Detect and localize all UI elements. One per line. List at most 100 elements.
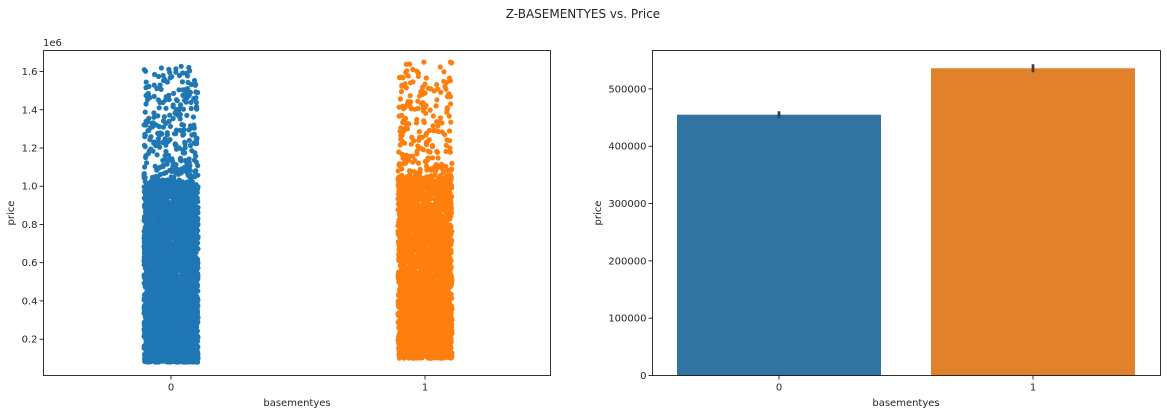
strip-point [188, 81, 194, 88]
strip-point [171, 295, 177, 302]
strip-point [180, 252, 186, 258]
strip-point [155, 277, 161, 283]
strip-point [182, 344, 188, 350]
strip-point [188, 105, 194, 112]
strip-point [159, 198, 166, 204]
strip-point [188, 99, 194, 105]
strip-points [141, 59, 455, 365]
strip-point [145, 283, 151, 289]
strip-point [180, 232, 186, 238]
strip-point [184, 304, 190, 310]
strip-point [180, 354, 186, 360]
strip-point [161, 170, 167, 176]
strip-point [193, 321, 199, 327]
strip-point [175, 351, 181, 357]
strip-point [185, 220, 191, 226]
strip-point [163, 148, 169, 155]
strip-point [405, 99, 411, 105]
strip-point [176, 237, 182, 243]
strip-point [162, 339, 168, 345]
strip-point [150, 148, 156, 154]
strip-point [172, 188, 178, 194]
strip-point [174, 98, 180, 104]
strip-point [155, 139, 161, 145]
strip-point [156, 302, 162, 308]
strip-point [168, 235, 174, 242]
strip-point [175, 229, 181, 235]
strip-point [143, 200, 149, 206]
strip-point [180, 147, 186, 153]
strip-point [169, 280, 175, 286]
strip-point [173, 106, 179, 113]
strip-point [171, 348, 178, 354]
strip-point [154, 259, 160, 265]
strip-point [175, 208, 181, 214]
strip-point [165, 180, 171, 186]
strip-point [170, 358, 176, 364]
strip-point [173, 66, 179, 72]
strip-point [186, 159, 192, 166]
strip-point [141, 172, 147, 178]
strip-point [162, 305, 168, 311]
strip-point [145, 268, 151, 274]
strip-point [158, 281, 165, 287]
strip-point [177, 319, 183, 325]
strip-point [430, 123, 436, 129]
strip-point [170, 159, 176, 165]
strip-point [154, 86, 160, 92]
strip-point [174, 337, 180, 343]
strip-point [184, 298, 190, 305]
strip-point [193, 105, 199, 111]
strip-point [156, 105, 162, 111]
strip-point [160, 269, 166, 275]
strip-point [175, 324, 181, 330]
strip-point [141, 307, 147, 313]
strip-point [148, 201, 154, 207]
strip-point [398, 89, 405, 95]
strip-point [174, 291, 180, 297]
strip-point [184, 112, 190, 118]
strip-point [145, 243, 151, 249]
strip-point [190, 192, 196, 199]
strip-point [156, 264, 162, 270]
strip-point [144, 226, 150, 232]
strip-point [167, 123, 173, 129]
strip-point [142, 353, 148, 360]
strip-point [141, 328, 148, 334]
strip-point [193, 230, 199, 236]
strip-point [146, 83, 152, 90]
strip-point [168, 322, 174, 328]
strip-point [170, 116, 176, 122]
strip-point [152, 238, 158, 244]
strip-point [193, 168, 199, 174]
strip-point [191, 206, 197, 212]
strip-point [178, 287, 184, 293]
strip-point [142, 345, 148, 351]
strip-point [176, 343, 182, 349]
strip-point [185, 86, 191, 92]
strip-point [141, 259, 147, 265]
strip-point [187, 283, 193, 290]
strip-point [169, 211, 176, 217]
strip-point [188, 249, 194, 255]
strip-point [162, 343, 168, 349]
strip-point [142, 164, 148, 170]
strip-point [153, 173, 159, 179]
strip-point [157, 144, 163, 150]
strip-point [153, 222, 159, 228]
strip-point [173, 246, 179, 252]
strip-point [164, 231, 170, 237]
strip-point [180, 199, 186, 205]
strip-point [151, 110, 157, 116]
strip-point [156, 206, 162, 212]
strip-point [195, 163, 201, 169]
strip-point [145, 325, 151, 332]
strip-point [171, 90, 177, 96]
strip-point [143, 79, 149, 85]
strip-point [166, 276, 172, 282]
strip-point [164, 130, 170, 136]
strip-point [187, 264, 193, 270]
strip-point [191, 279, 197, 285]
strip-point [156, 73, 162, 80]
strip-point [188, 197, 194, 203]
